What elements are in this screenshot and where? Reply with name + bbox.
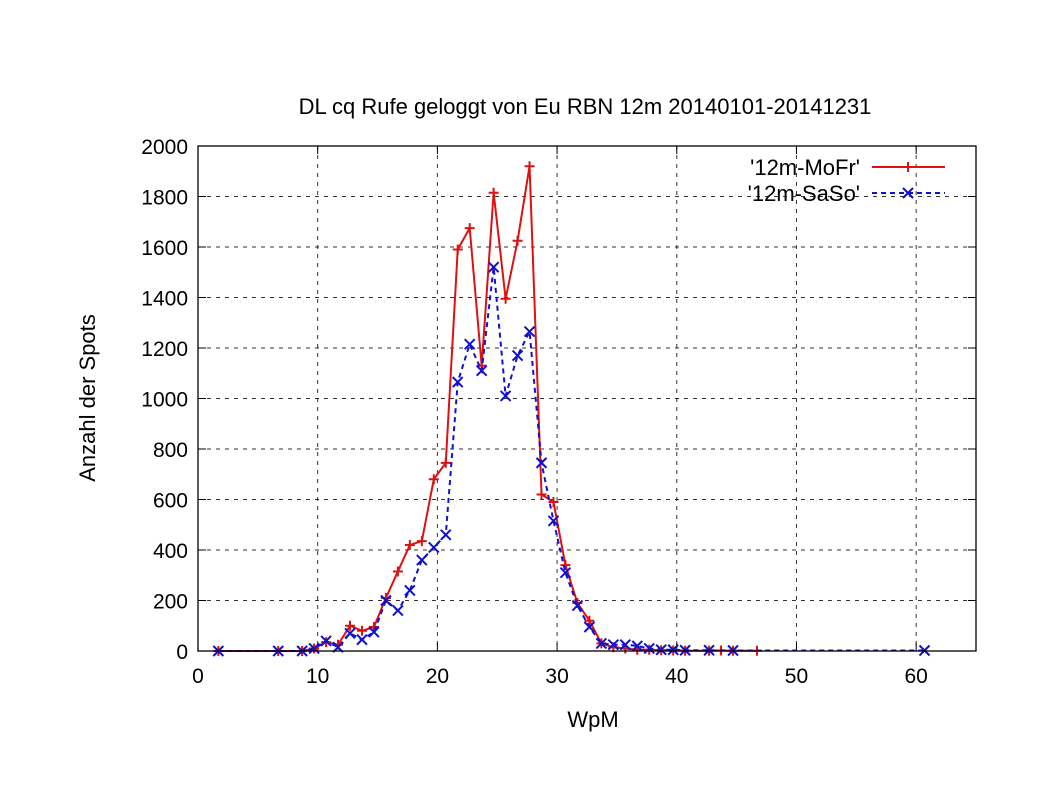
- data-point: [464, 223, 475, 234]
- data-point: [667, 644, 679, 656]
- y-tick-label: 2000: [141, 136, 188, 159]
- data-point: [452, 376, 464, 388]
- data-point: [345, 620, 356, 631]
- y-tick-label: 1600: [141, 237, 188, 260]
- data-point: [571, 599, 584, 612]
- series-0: [213, 161, 762, 656]
- x-axis-label: WpM: [567, 707, 618, 732]
- data-point: [380, 594, 392, 607]
- y-tick-label: 1200: [141, 338, 188, 361]
- series-layer: [212, 161, 931, 657]
- data-point: [440, 529, 452, 541]
- grid: [198, 146, 976, 651]
- data-point: [404, 584, 416, 597]
- chart-title: DL cq Rufe geloggt von Eu RBN 12m 201401…: [299, 94, 872, 119]
- data-point: [524, 161, 535, 172]
- data-point: [440, 457, 451, 468]
- data-point: [368, 626, 380, 638]
- data-point: [655, 644, 667, 656]
- legend-marker: [902, 187, 914, 199]
- data-point: [523, 325, 536, 338]
- y-tick-label: 1000: [141, 389, 188, 412]
- legend-label: '12m-SaSo': [748, 181, 860, 206]
- data-point: [392, 566, 403, 577]
- data-point: [547, 515, 560, 527]
- data-point: [392, 604, 404, 617]
- data-point: [499, 390, 512, 402]
- data-point: [535, 457, 548, 469]
- y-tick-label: 0: [176, 641, 188, 664]
- data-point: [320, 635, 332, 647]
- legend: '12m-MoFr''12m-SaSo': [748, 155, 945, 206]
- y-tick-label: 1800: [141, 187, 188, 210]
- data-point: [584, 615, 595, 626]
- data-point: [512, 235, 523, 246]
- y-tick-label: 400: [153, 540, 188, 563]
- data-point: [643, 642, 655, 655]
- data-point: [511, 349, 524, 362]
- data-point: [703, 644, 715, 656]
- x-tick-label: 10: [306, 665, 329, 688]
- data-point: [595, 637, 608, 650]
- series-1: [212, 261, 931, 657]
- x-tick-label: 20: [426, 665, 449, 688]
- data-point: [536, 489, 547, 500]
- data-point: [428, 474, 439, 485]
- data-point: [428, 541, 440, 554]
- data-point: [488, 187, 499, 198]
- y-tick-label: 200: [153, 591, 188, 614]
- x-tick-label: 30: [545, 665, 568, 688]
- data-point: [559, 567, 572, 579]
- data-point: [416, 554, 428, 566]
- y-axis-label: Anzahl der Spots: [75, 314, 100, 482]
- data-point: [631, 640, 643, 652]
- x-tick-label: 40: [665, 665, 688, 688]
- x-tick-label: 50: [785, 665, 808, 688]
- legend-label: '12m-MoFr': [750, 155, 860, 180]
- axis-ticks: 0 10 20 30 40 50 60020040060080010001200140016…: [141, 136, 976, 688]
- data-point: [308, 642, 320, 655]
- x-tick-label: 60: [904, 665, 927, 688]
- data-point: [463, 338, 476, 350]
- series-line: [218, 166, 757, 652]
- data-point: [452, 244, 463, 255]
- data-point: [344, 627, 356, 640]
- data-point: [416, 536, 427, 547]
- data-point: [619, 638, 632, 651]
- data-point: [548, 497, 559, 508]
- legend-marker: [903, 162, 913, 172]
- series-line: [218, 267, 925, 652]
- x-tick-label: 0: [192, 665, 204, 688]
- data-point: [679, 644, 691, 656]
- y-tick-label: 800: [153, 439, 188, 462]
- data-point: [607, 638, 620, 651]
- y-tick-label: 600: [153, 490, 188, 513]
- data-point: [487, 261, 500, 273]
- data-point: [475, 365, 488, 377]
- data-point: [356, 625, 367, 636]
- data-point: [356, 633, 368, 646]
- data-point: [583, 621, 596, 633]
- y-tick-label: 1400: [141, 288, 188, 311]
- plot-border: [197, 145, 977, 652]
- data-point: [404, 539, 415, 550]
- data-point: [500, 293, 511, 304]
